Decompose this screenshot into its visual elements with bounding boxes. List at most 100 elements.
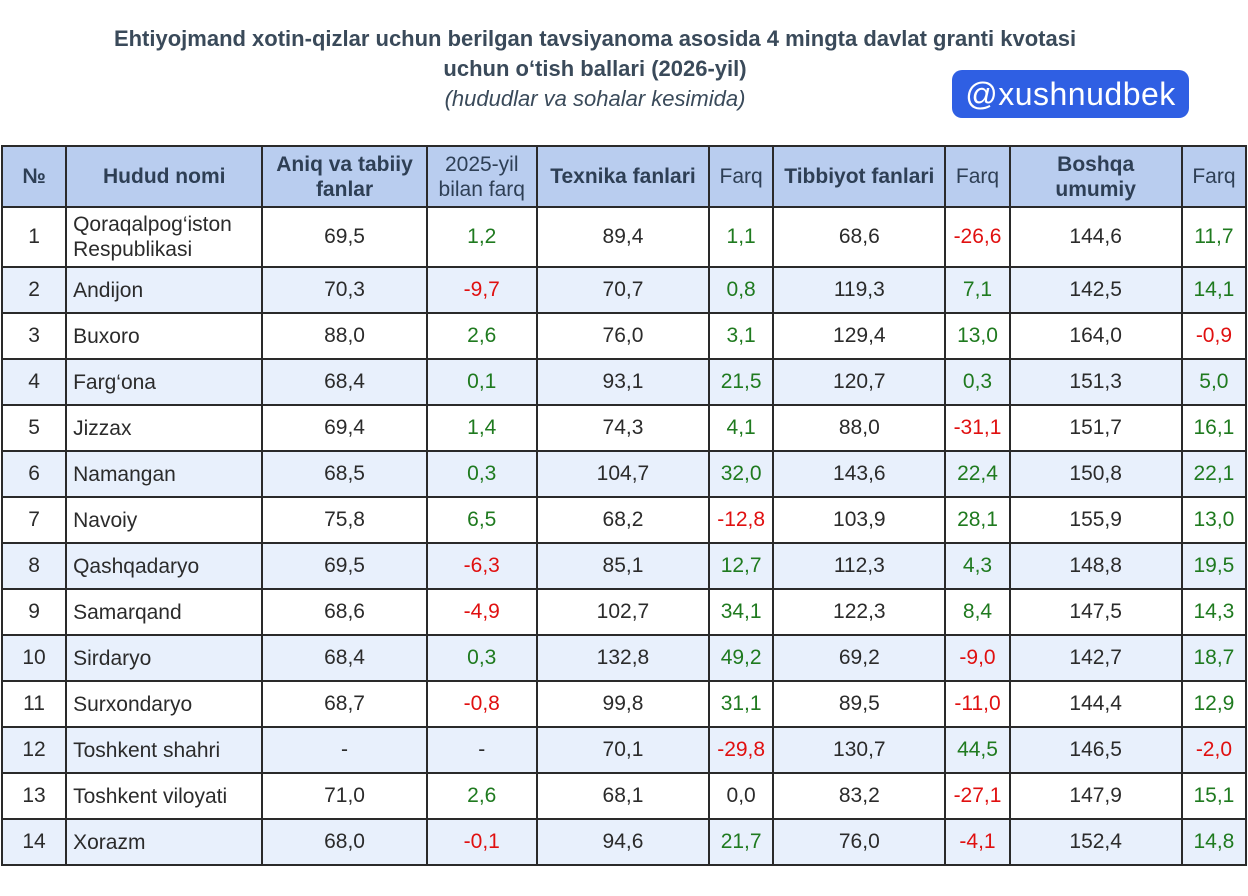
row-number: 6 bbox=[0, 450, 68, 498]
medicine-score: 122,3 bbox=[772, 588, 947, 636]
technical-score: 102,7 bbox=[535, 588, 711, 636]
medicine-diff: 4,3 bbox=[944, 542, 1011, 590]
table-row: 6 Namangan 68,5 0,3 104,7 32,0 143,6 22,4 150,8 2… bbox=[0, 450, 1248, 498]
column-header-diff-other: Farq bbox=[1180, 145, 1248, 208]
exact-sciences-diff: -0,1 bbox=[425, 818, 538, 866]
other-diff: 18,7 bbox=[1180, 634, 1248, 682]
column-header-technical: Texnika fanlari bbox=[535, 145, 711, 208]
table-row: 9 Samarqand 68,6 -4,9 102,7 34,1 122,3 8,4 147,5… bbox=[0, 588, 1248, 636]
exact-sciences-score: 75,8 bbox=[261, 496, 428, 544]
region-name: Andijon bbox=[65, 266, 264, 314]
table-body: 1 Qoraqalpog‘iston Respublikasi 69,5 1,2 89,… bbox=[0, 206, 1248, 866]
exact-sciences-score: 68,6 bbox=[261, 588, 428, 636]
exact-sciences-diff: 6,5 bbox=[425, 496, 538, 544]
other-diff: 13,0 bbox=[1180, 496, 1248, 544]
row-number: 8 bbox=[0, 542, 68, 590]
exact-sciences-diff: -6,3 bbox=[425, 542, 538, 590]
medicine-diff: -9,0 bbox=[944, 634, 1011, 682]
region-name: Farg‘ona bbox=[65, 358, 264, 406]
region-name: Jizzax bbox=[65, 404, 264, 452]
other-score: 144,6 bbox=[1008, 206, 1183, 268]
column-header-exact-sciences: Aniq va tabiiy fanlar bbox=[261, 145, 428, 208]
table-row: 4 Farg‘ona 68,4 0,1 93,1 21,5 120,7 0,3 151,3 5,0 bbox=[0, 358, 1248, 406]
region-name: Surxondaryo bbox=[65, 680, 264, 728]
other-score: 144,4 bbox=[1008, 680, 1183, 728]
region-name: Toshkent viloyati bbox=[65, 772, 264, 820]
medicine-diff: 28,1 bbox=[944, 496, 1011, 544]
other-score: 147,5 bbox=[1008, 588, 1183, 636]
technical-diff: 3,1 bbox=[708, 312, 775, 360]
exact-sciences-score: 88,0 bbox=[261, 312, 428, 360]
technical-score: 104,7 bbox=[535, 450, 711, 498]
other-score: 146,5 bbox=[1008, 726, 1183, 774]
technical-score: 76,0 bbox=[535, 312, 711, 360]
medicine-diff: 7,1 bbox=[944, 266, 1011, 314]
exact-sciences-diff: 2,6 bbox=[425, 312, 538, 360]
region-name: Buxoro bbox=[65, 312, 264, 360]
row-number: 12 bbox=[0, 726, 68, 774]
exact-sciences-score: 68,4 bbox=[261, 358, 428, 406]
exact-sciences-diff: 1,2 bbox=[425, 206, 538, 268]
table-row: 1 Qoraqalpog‘iston Respublikasi 69,5 1,2 89,… bbox=[0, 206, 1248, 268]
technical-score: 89,4 bbox=[535, 206, 711, 268]
exact-sciences-diff: -4,9 bbox=[425, 588, 538, 636]
technical-diff: 31,1 bbox=[708, 680, 775, 728]
row-number: 7 bbox=[0, 496, 68, 544]
region-name: Toshkent shahri bbox=[65, 726, 264, 774]
medicine-score: 88,0 bbox=[772, 404, 947, 452]
other-score: 147,9 bbox=[1008, 772, 1183, 820]
other-diff: 14,1 bbox=[1180, 266, 1248, 314]
other-diff: 14,8 bbox=[1180, 818, 1248, 866]
technical-score: 93,1 bbox=[535, 358, 711, 406]
exact-sciences-score: 69,5 bbox=[261, 542, 428, 590]
column-header-region: Hudud nomi bbox=[65, 145, 264, 208]
column-header-diff-2025: 2025-yil bilan farq bbox=[425, 145, 538, 208]
other-score: 142,7 bbox=[1008, 634, 1183, 682]
technical-score: 70,1 bbox=[535, 726, 711, 774]
medicine-diff: 22,4 bbox=[944, 450, 1011, 498]
other-score: 152,4 bbox=[1008, 818, 1183, 866]
table-row: 7 Navoiy 75,8 6,5 68,2 -12,8 103,9 28,1 155,9 13,… bbox=[0, 496, 1248, 544]
technical-diff: 32,0 bbox=[708, 450, 775, 498]
technical-diff: 4,1 bbox=[708, 404, 775, 452]
title-block: Ehtiyojmand xotin-qizlar uchun berilgan … bbox=[0, 24, 1190, 114]
row-number: 10 bbox=[0, 634, 68, 682]
technical-score: 85,1 bbox=[535, 542, 711, 590]
medicine-diff: -31,1 bbox=[944, 404, 1011, 452]
technical-diff: 0,0 bbox=[708, 772, 775, 820]
other-score: 151,7 bbox=[1008, 404, 1183, 452]
technical-score: 68,1 bbox=[535, 772, 711, 820]
row-number: 3 bbox=[0, 312, 68, 360]
table-row: 12 Toshkent shahri - -70,1 -29,8 130,7 44,5 146… bbox=[0, 726, 1248, 774]
technical-diff: -29,8 bbox=[708, 726, 775, 774]
other-diff: -2,0 bbox=[1180, 726, 1248, 774]
exact-sciences-score: 69,4 bbox=[261, 404, 428, 452]
medicine-diff: 13,0 bbox=[944, 312, 1011, 360]
other-score: 164,0 bbox=[1008, 312, 1183, 360]
row-number: 14 bbox=[0, 818, 68, 866]
medicine-diff: -27,1 bbox=[944, 772, 1011, 820]
page-title-line2: uchun o‘tish ballari (2026-yil) bbox=[443, 56, 747, 81]
region-name: Xorazm bbox=[65, 818, 264, 866]
technical-diff: 49,2 bbox=[708, 634, 775, 682]
exact-sciences-diff: 0,1 bbox=[425, 358, 538, 406]
region-name: Qoraqalpog‘iston Respublikasi bbox=[65, 206, 264, 268]
table-row: 10 Sirdaryo 68,4 0,3 132,8 49,2 69,2 -9,0 142,7 1… bbox=[0, 634, 1248, 682]
exact-sciences-score: 68,5 bbox=[261, 450, 428, 498]
technical-diff: 0,8 bbox=[708, 266, 775, 314]
exact-sciences-score: 68,0 bbox=[261, 818, 428, 866]
technical-diff: 21,7 bbox=[708, 818, 775, 866]
exact-sciences-score: 69,5 bbox=[261, 206, 428, 268]
technical-diff: -12,8 bbox=[708, 496, 775, 544]
column-header-number: № bbox=[0, 145, 68, 208]
page-title-line1: Ehtiyojmand xotin-qizlar uchun berilgan … bbox=[113, 26, 1077, 51]
other-score: 148,8 bbox=[1008, 542, 1183, 590]
medicine-score: 83,2 bbox=[772, 772, 947, 820]
row-number: 5 bbox=[0, 404, 68, 452]
column-header-medicine: Tibbiyot fanlari bbox=[772, 145, 947, 208]
medicine-score: 143,6 bbox=[772, 450, 947, 498]
other-diff: 5,0 bbox=[1180, 358, 1248, 406]
table-row: 3 Buxoro 88,0 2,6 76,0 3,1 129,4 13,0 164,0 -0,9 bbox=[0, 312, 1248, 360]
other-diff: 14,3 bbox=[1180, 588, 1248, 636]
technical-diff: 12,7 bbox=[708, 542, 775, 590]
